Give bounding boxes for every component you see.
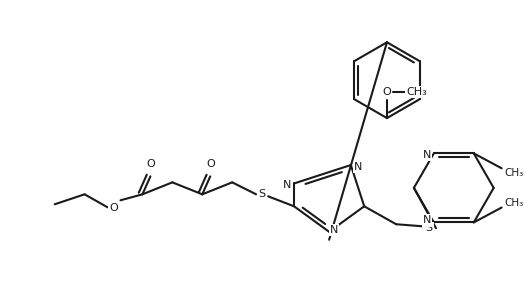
Text: CH₃: CH₃ bbox=[504, 197, 523, 207]
Text: O: O bbox=[109, 203, 118, 213]
Text: N: N bbox=[330, 225, 339, 235]
Text: O: O bbox=[383, 87, 391, 97]
Text: CH₃: CH₃ bbox=[504, 168, 523, 178]
Text: N: N bbox=[423, 150, 431, 160]
Text: O: O bbox=[206, 160, 215, 169]
Text: S: S bbox=[258, 189, 266, 199]
Text: N: N bbox=[354, 162, 362, 172]
Text: N: N bbox=[423, 216, 431, 225]
Text: N: N bbox=[283, 181, 291, 191]
Text: S: S bbox=[425, 223, 433, 233]
Text: CH₃: CH₃ bbox=[407, 87, 427, 97]
Text: O: O bbox=[146, 160, 155, 169]
